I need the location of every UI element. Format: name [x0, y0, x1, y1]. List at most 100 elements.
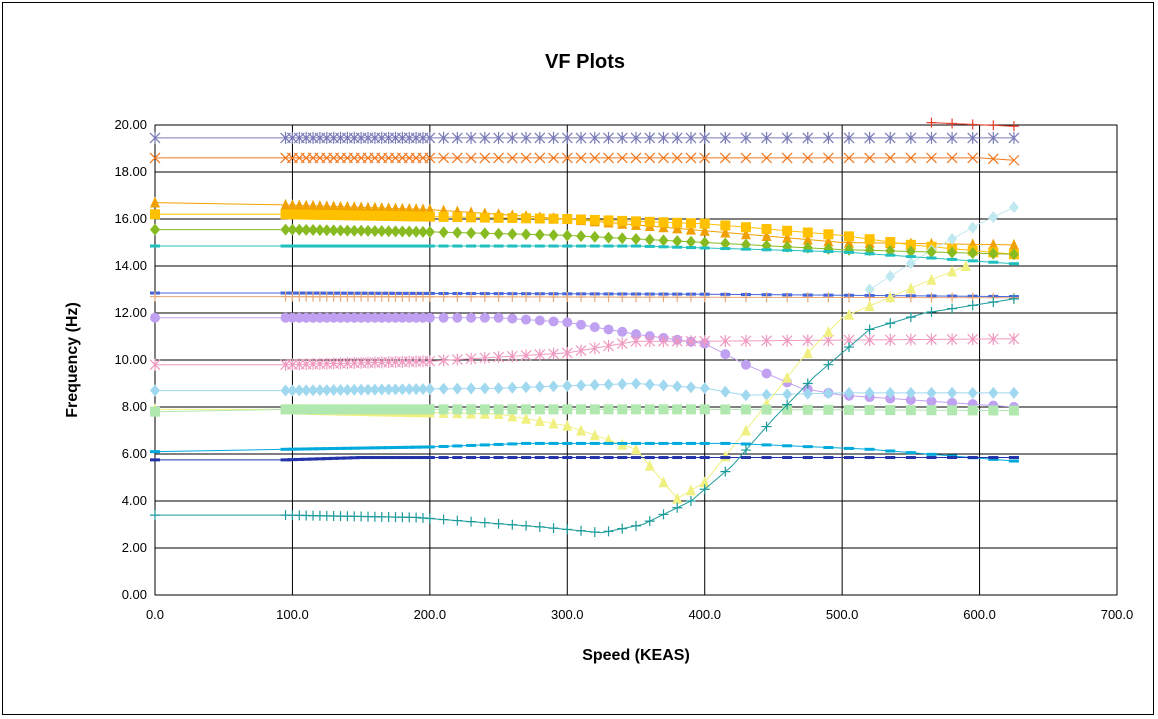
series-line: [155, 157, 1014, 161]
data-point: [390, 225, 401, 238]
data-point: [417, 211, 428, 222]
data-point: [802, 131, 814, 144]
data-point: [308, 312, 319, 323]
data-point: [479, 131, 491, 144]
data-point: [452, 226, 463, 239]
data-point: [782, 404, 793, 415]
data-point: [314, 200, 325, 212]
data-point: [720, 247, 731, 251]
data-point: [404, 312, 415, 323]
data-point: [451, 353, 463, 366]
data-point: [967, 131, 979, 144]
data-point: [335, 404, 346, 415]
data-point: [603, 131, 614, 144]
data-point: [885, 405, 896, 416]
data-point: [424, 225, 435, 238]
data-point: [328, 447, 339, 451]
x-tick-label: 500.0: [826, 607, 859, 622]
data-point: [301, 244, 312, 248]
data-point: [404, 445, 415, 449]
data-point: [987, 333, 999, 346]
data-point: [452, 515, 463, 526]
data-point: [548, 404, 559, 415]
data-point: [308, 457, 319, 461]
data-point: [308, 244, 319, 248]
data-point: [534, 441, 545, 445]
data-point: [644, 292, 655, 303]
data-point: [926, 292, 937, 303]
data-point: [493, 404, 504, 415]
data-point: [844, 404, 855, 415]
data-point: [802, 334, 814, 347]
data-point: [507, 291, 518, 302]
data-point: [376, 202, 387, 214]
data-point: [905, 282, 916, 294]
data-point: [301, 447, 312, 451]
data-point: [576, 456, 587, 460]
data-point: [905, 456, 916, 460]
data-point: [782, 248, 793, 252]
data-point: [685, 441, 696, 445]
data-point: [576, 230, 587, 243]
data-point: [843, 152, 855, 164]
data-point: [802, 404, 813, 415]
data-point: [356, 201, 367, 213]
data-point: [905, 245, 916, 258]
data-point: [685, 223, 696, 235]
data-point: [287, 244, 298, 248]
data-point: [280, 404, 291, 415]
data-point: [644, 441, 655, 445]
data-point: [534, 404, 545, 415]
data-point: [520, 131, 532, 144]
data-point: [335, 383, 346, 396]
data-point: [404, 383, 415, 396]
data-point: [802, 456, 813, 460]
data-point: [644, 456, 655, 460]
data-point: [885, 456, 896, 460]
data-point: [672, 222, 683, 234]
data-point: [630, 152, 642, 164]
data-point: [424, 211, 435, 222]
data-point: [603, 441, 614, 445]
data-point: [864, 324, 875, 335]
data-point: [658, 245, 669, 249]
data-point: [507, 228, 518, 241]
data-point: [369, 404, 380, 415]
data-point: [988, 405, 999, 416]
data-point: [349, 201, 360, 213]
data-point: [561, 131, 573, 144]
data-point: [740, 228, 751, 240]
data-point: [356, 456, 367, 460]
data-point: [658, 335, 669, 348]
data-point: [905, 239, 916, 250]
data-point: [843, 131, 855, 144]
data-point: [424, 382, 435, 395]
data-point: [631, 520, 641, 531]
data-point: [947, 118, 958, 129]
data-point: [294, 312, 305, 323]
data-point: [864, 386, 875, 399]
data-point: [617, 326, 628, 337]
data-point: [369, 244, 380, 248]
series-3: [149, 152, 1020, 166]
data-point: [321, 244, 332, 248]
data-point: [479, 456, 490, 460]
data-point: [761, 334, 772, 347]
data-point: [342, 224, 353, 237]
data-point: [967, 247, 978, 260]
data-point: [397, 456, 408, 460]
data-point: [452, 312, 463, 323]
data-point: [616, 131, 628, 144]
data-point: [720, 226, 731, 238]
data-point: [616, 337, 628, 350]
data-point: [356, 224, 367, 237]
data-point: [438, 382, 449, 395]
data-point: [823, 292, 834, 303]
data-point: [782, 231, 793, 243]
data-point: [658, 292, 669, 303]
data-point: [884, 333, 896, 346]
series-2: [149, 131, 1020, 144]
data-point: [885, 449, 896, 453]
data-point: [699, 292, 710, 303]
